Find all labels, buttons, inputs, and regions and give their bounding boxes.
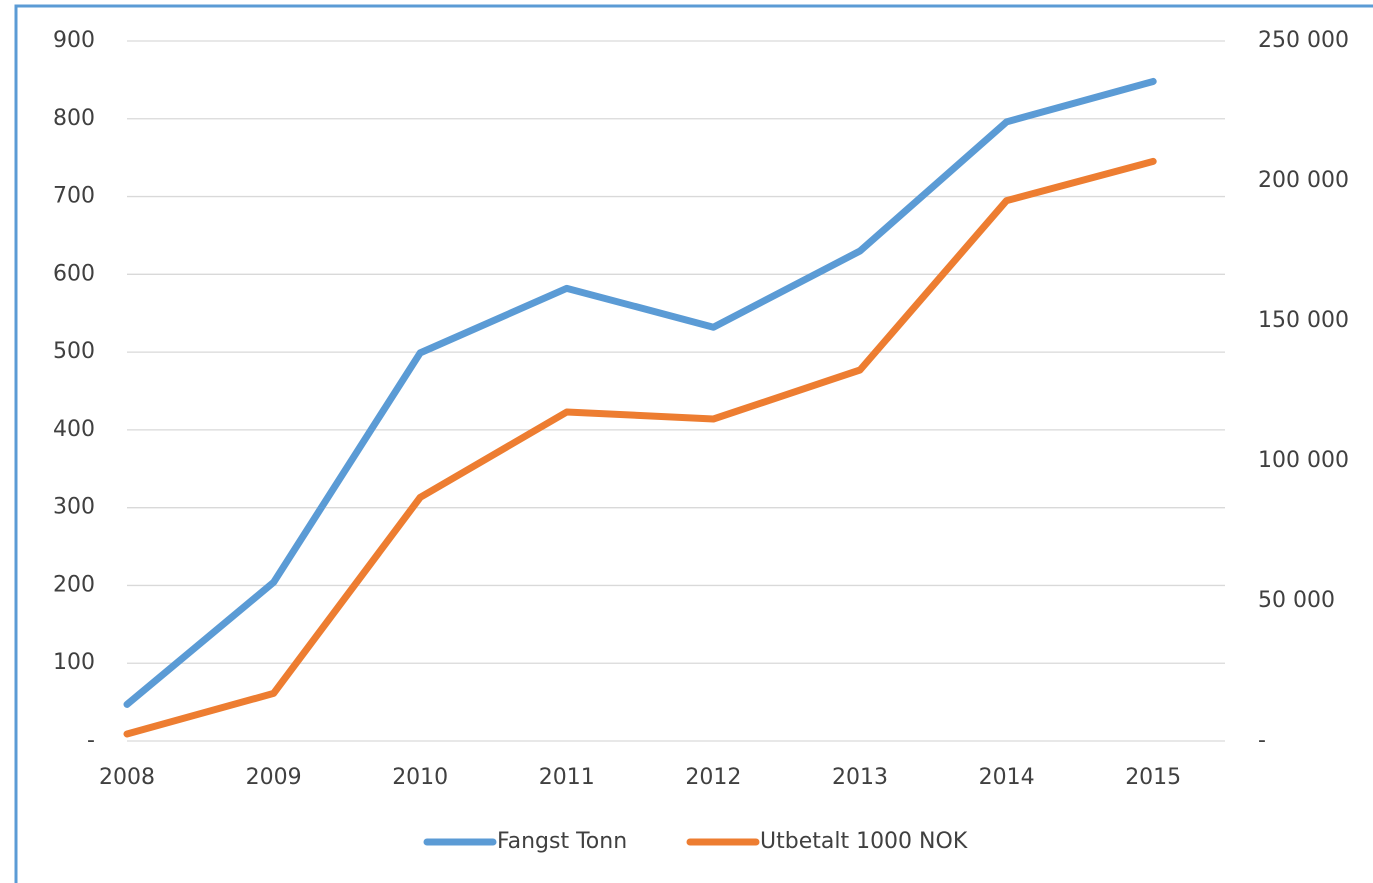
y-tick-label: 800 <box>53 106 95 131</box>
y-tick-label: 600 <box>53 261 95 286</box>
series-line <box>123 77 1157 708</box>
y-tick-label: 700 <box>53 184 95 209</box>
y-tick-label: 300 <box>53 495 95 520</box>
x-tick-label: 2015 <box>1125 765 1181 790</box>
frame <box>14 4 1373 883</box>
x-tick-label: 2009 <box>246 765 302 790</box>
y-tick-label: 400 <box>53 417 95 442</box>
y2-tick-label: - <box>1258 728 1266 753</box>
y-tick-label: 100 <box>53 650 95 675</box>
y2-tick-label: 100 000 <box>1258 448 1349 473</box>
y-tick-label: 200 <box>53 572 95 597</box>
y-tick-label: 900 <box>53 28 95 53</box>
legend-label: Utbetalt 1000 NOK <box>760 829 968 854</box>
y-tick-label: - <box>87 728 95 753</box>
x-tick-label: 2013 <box>832 765 888 790</box>
series-line <box>123 157 1157 738</box>
x-tick-label: 2010 <box>392 765 448 790</box>
y2-tick-label: 200 000 <box>1258 168 1349 193</box>
y2-tick-label: 250 000 <box>1258 28 1349 53</box>
x-tick-label: 2008 <box>99 765 155 790</box>
x-tick-label: 2011 <box>539 765 595 790</box>
x-tick-label: 2014 <box>979 765 1035 790</box>
y2-tick-label: 150 000 <box>1258 308 1349 333</box>
x-tick-label: 2012 <box>685 765 741 790</box>
y2-tick-label: 50 000 <box>1258 588 1335 613</box>
y-tick-label: 500 <box>53 339 95 364</box>
legend-label: Fangst Tonn <box>497 829 627 854</box>
